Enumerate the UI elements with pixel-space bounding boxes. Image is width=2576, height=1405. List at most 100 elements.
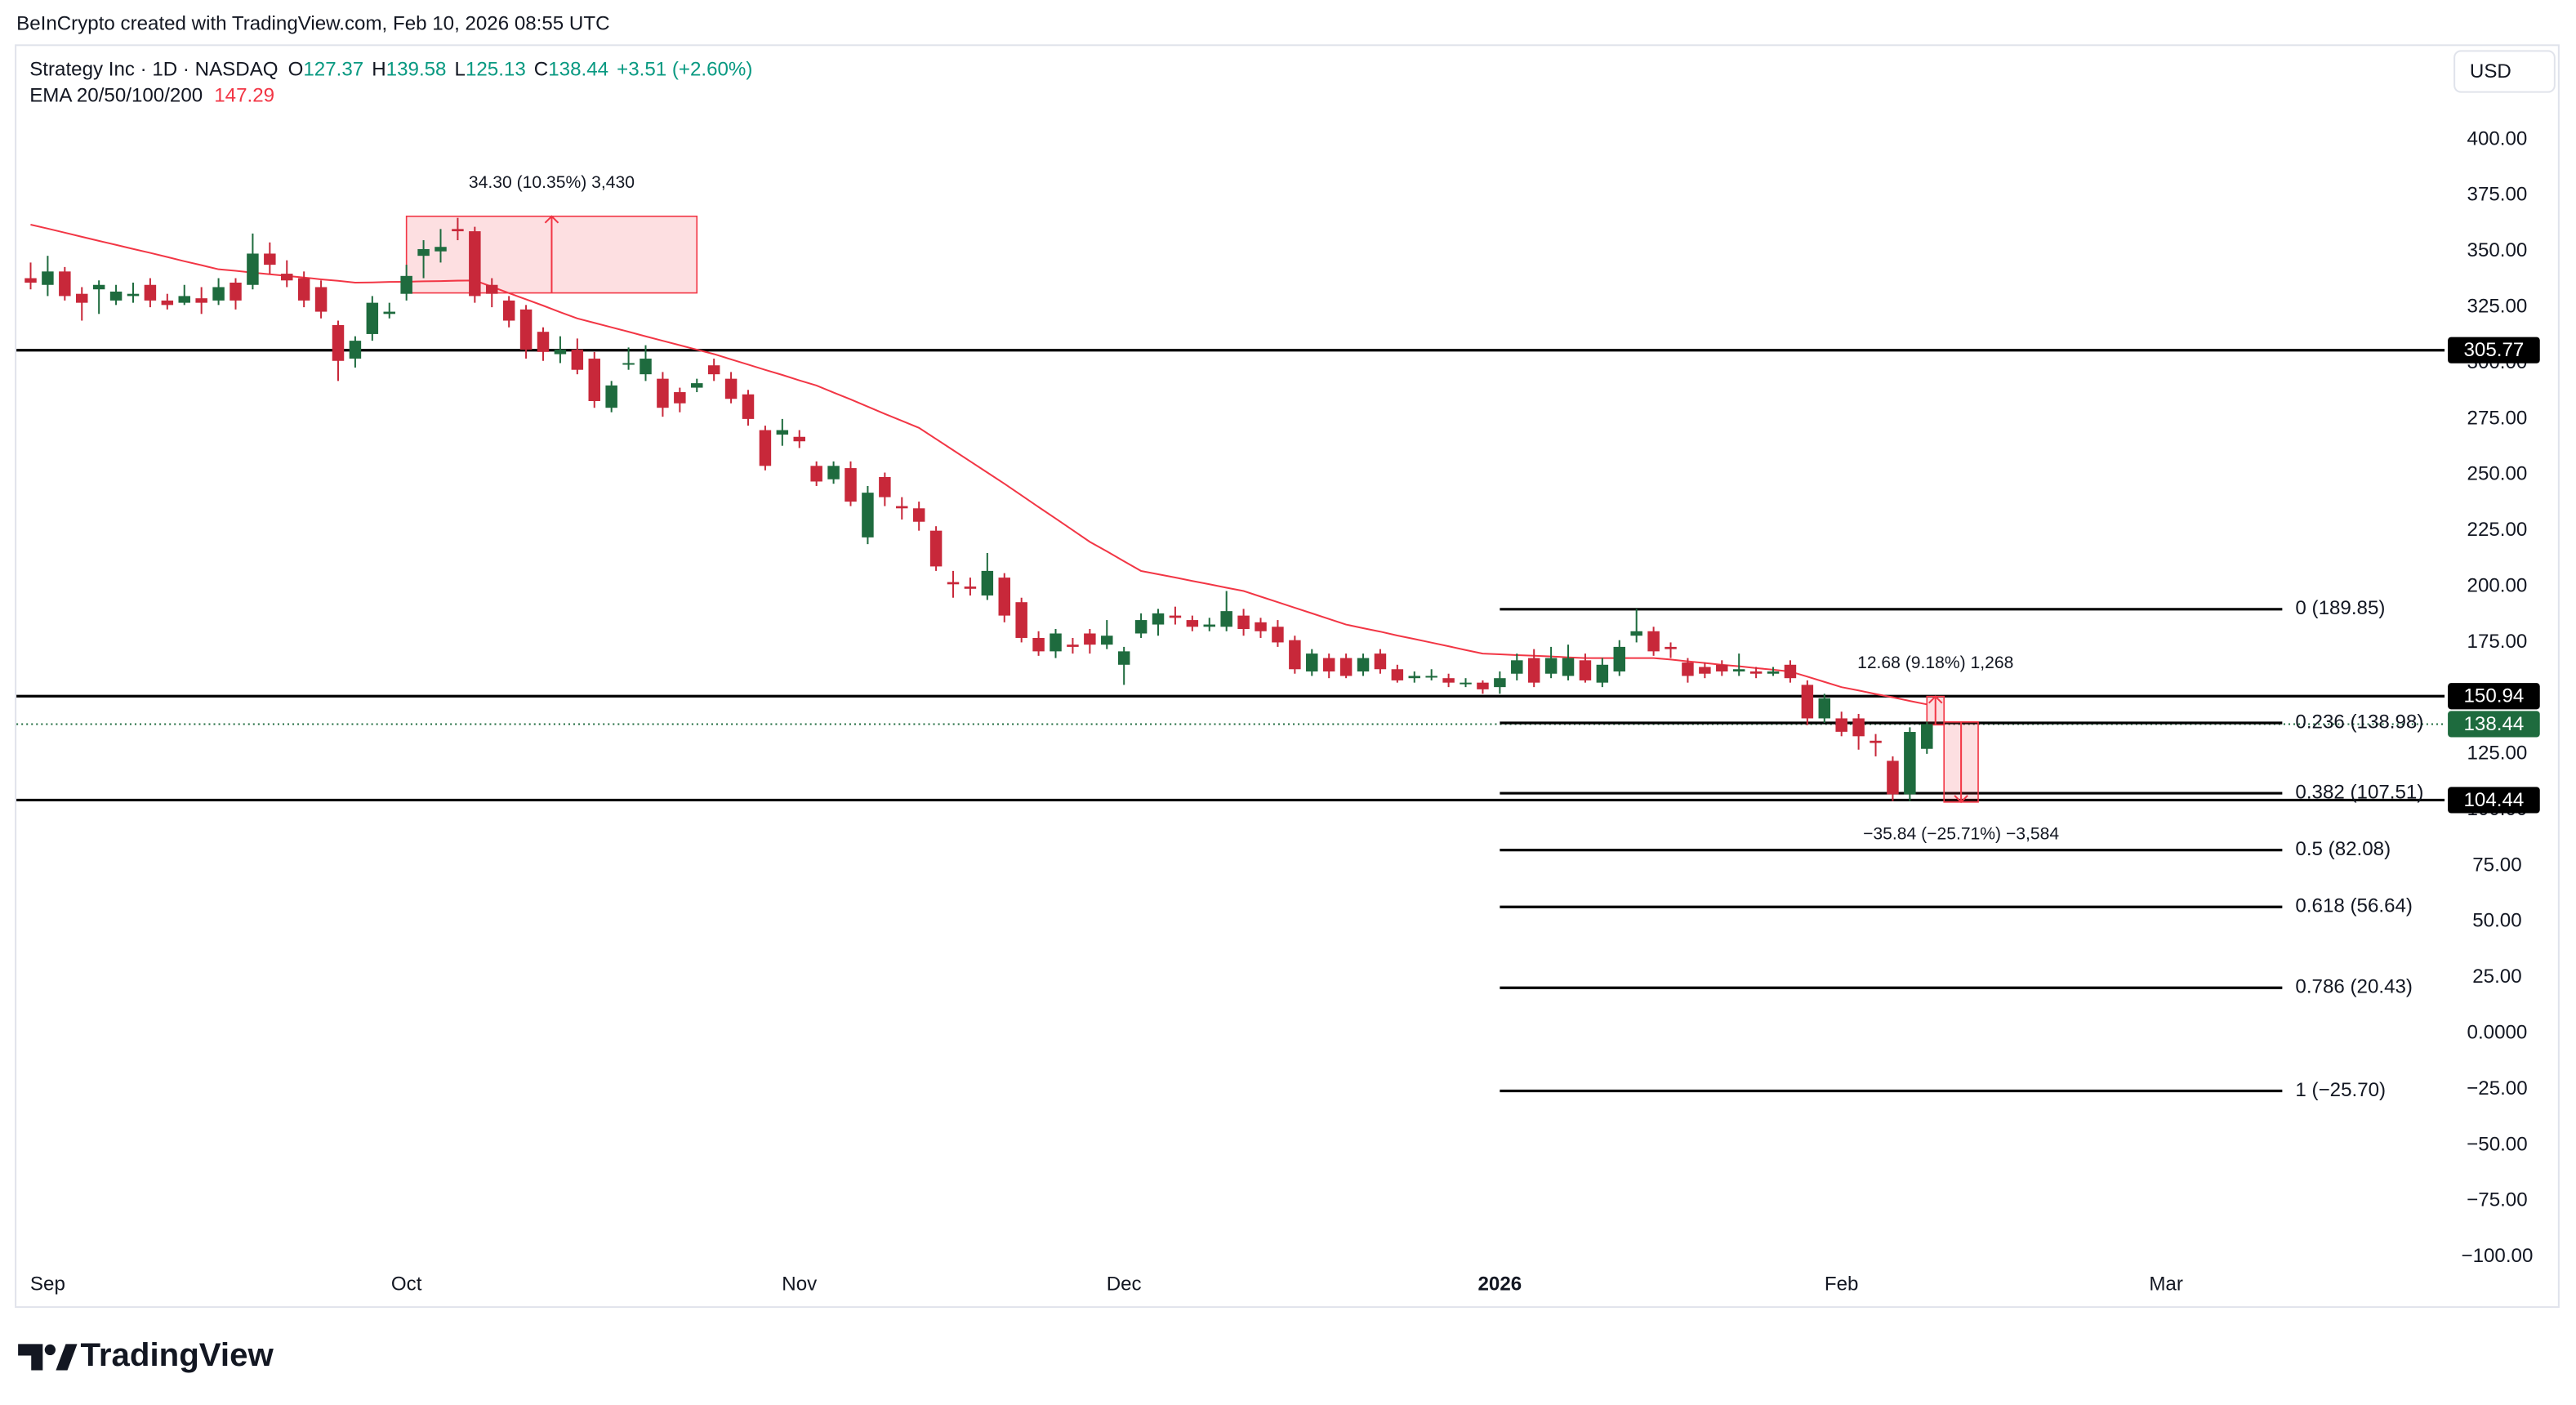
y-tick-label: 50.00: [2472, 910, 2521, 932]
currency-button[interactable]: [2453, 50, 2556, 93]
y-tick-label: −50.00: [2467, 1133, 2527, 1155]
indicator-legend: EMA 20/50/100/200 147.29: [29, 85, 274, 107]
price-badge-label: 104.44: [2464, 789, 2525, 811]
candle-body: [59, 271, 71, 297]
candle-body: [1425, 676, 1437, 678]
fib-label: 0 (189.85): [2295, 597, 2385, 619]
y-tick-label: 350.00: [2467, 239, 2528, 261]
candle-body: [1237, 615, 1250, 630]
y-tick-label: 325.00: [2467, 295, 2528, 317]
candle-body: [1220, 611, 1232, 627]
fib-label: 1 (−25.70): [2295, 1079, 2386, 1101]
candle-body: [827, 466, 840, 479]
candle-body: [92, 284, 105, 290]
candle-body: [1562, 658, 1575, 676]
candle-body: [366, 302, 379, 334]
candle-body: [1169, 615, 1182, 618]
price-badge-label: 150.94: [2464, 685, 2525, 707]
candle-body: [879, 477, 891, 497]
candle-body: [1322, 658, 1335, 671]
candle-body: [1511, 660, 1523, 674]
y-tick-label: 275.00: [2467, 407, 2528, 429]
y-tick-label: 400.00: [2467, 127, 2528, 149]
candle-body: [964, 587, 977, 589]
candle-body: [1101, 636, 1113, 645]
fib-label: 0.236 (138.98): [2295, 711, 2423, 733]
candle-body: [929, 530, 943, 567]
candle-body: [707, 365, 720, 375]
legend-change: +3.51 (+2.60%): [617, 59, 752, 81]
candle-body: [1391, 669, 1404, 680]
candle-body: [161, 300, 174, 306]
legend-label: L: [455, 59, 466, 81]
legend-label: O: [288, 59, 304, 81]
candle-body: [417, 248, 430, 256]
candle-body: [127, 293, 140, 297]
x-tick-label: Dec: [1107, 1273, 1142, 1295]
y-tick-label: 175.00: [2467, 631, 2528, 653]
candle-body: [469, 231, 481, 297]
fib-label: 0.786 (20.43): [2295, 976, 2413, 998]
logo-mark: [18, 1344, 43, 1371]
candle-body: [947, 582, 960, 585]
candle-body: [1255, 622, 1267, 631]
candle-body: [1186, 620, 1199, 627]
candle-body: [1272, 627, 1284, 643]
x-tick-label: Sep: [30, 1273, 65, 1295]
candle-body: [1801, 685, 1814, 719]
legend: Strategy Inc · 1D · NASDAQ O127.37 H139.58…: [29, 59, 752, 81]
price-badge: [2448, 337, 2540, 364]
candle-body: [640, 359, 652, 375]
candle-body: [1050, 633, 1062, 652]
x-tick-label: 2026: [1478, 1273, 1522, 1295]
candle-body: [1460, 682, 1472, 685]
candle-body: [1015, 602, 1027, 638]
candle-body: [1887, 760, 1899, 795]
legend-label: H: [372, 59, 386, 81]
price-badge-label: 305.77: [2464, 339, 2525, 361]
candle-body: [759, 430, 772, 466]
y-tick-label: 375.00: [2467, 184, 2528, 206]
candle-body: [349, 341, 362, 359]
candle-body: [1289, 640, 1301, 670]
candle-body: [400, 275, 412, 294]
x-tick-label: Mar: [2149, 1273, 2183, 1295]
y-tick-label: −25.00: [2467, 1077, 2527, 1099]
candle-body: [1032, 637, 1045, 652]
candle-body: [742, 394, 755, 419]
measure-label: −35.84 (−25.71%) −3,584: [1863, 825, 2059, 844]
candle-body: [1408, 676, 1421, 679]
brand: TradingView: [81, 1336, 274, 1373]
candle-body: [502, 300, 515, 321]
price-badge-label: 138.44: [2464, 713, 2525, 735]
candle-body: [1306, 653, 1318, 671]
candle-body: [1921, 724, 1933, 749]
candle-body: [724, 378, 738, 399]
candle-body: [76, 293, 88, 303]
candle-body: [1767, 671, 1780, 674]
x-tick-label: Nov: [782, 1273, 817, 1295]
candle-body: [1152, 613, 1165, 625]
candle-body: [109, 291, 123, 301]
candle-body: [1682, 662, 1694, 676]
fib-label: 0.382 (107.51): [2295, 781, 2423, 803]
y-tick-label: 75.00: [2472, 854, 2521, 876]
x-tick-label: Oct: [391, 1273, 422, 1295]
y-tick-label: 250.00: [2467, 463, 2528, 485]
y-tick-label: −100.00: [2461, 1245, 2533, 1267]
legend-title: Strategy Inc · 1D · NASDAQ: [29, 59, 278, 81]
candle-body: [486, 284, 498, 294]
candle-body: [657, 378, 669, 408]
measure-arrowhead: [1928, 695, 1943, 704]
candle-body: [1203, 624, 1216, 627]
candle-body: [1699, 667, 1711, 674]
candle-body: [1084, 633, 1096, 645]
candle-body: [793, 436, 805, 442]
candle-body: [25, 278, 37, 283]
currency[interactable]: USD: [2470, 60, 2511, 83]
candle-body: [912, 508, 925, 522]
candle-body: [1647, 631, 1660, 652]
candle-body: [1339, 658, 1353, 676]
candle-body: [981, 570, 994, 595]
